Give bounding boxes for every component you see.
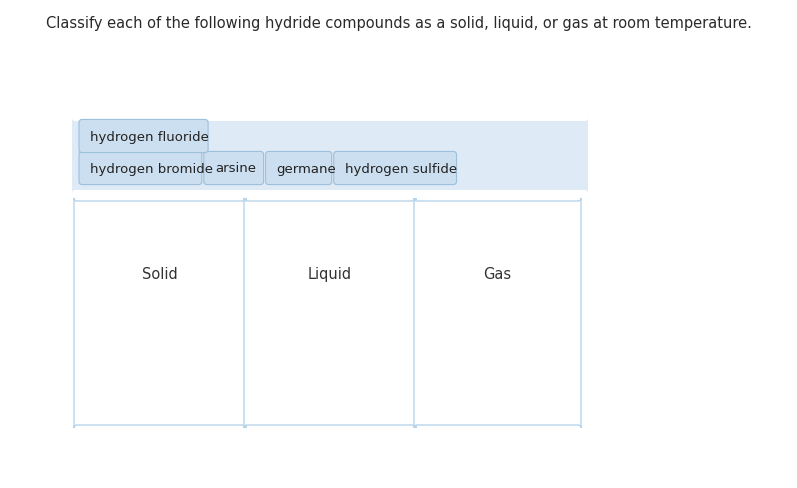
Text: hydrogen fluoride: hydrogen fluoride [90,130,209,143]
Text: Classify each of the following hydride compounds as a solid, liquid, or gas at r: Classify each of the following hydride c… [45,16,752,31]
Text: arsine: arsine [215,162,256,175]
FancyBboxPatch shape [79,120,208,153]
FancyBboxPatch shape [74,199,246,428]
FancyBboxPatch shape [72,119,588,194]
Text: Solid: Solid [142,266,178,282]
Text: Liquid: Liquid [308,266,352,282]
Text: Gas: Gas [484,266,512,282]
FancyBboxPatch shape [79,152,202,185]
FancyBboxPatch shape [414,199,581,428]
FancyBboxPatch shape [334,152,457,185]
FancyBboxPatch shape [204,152,264,185]
Text: hydrogen bromide: hydrogen bromide [90,162,213,175]
FancyBboxPatch shape [265,152,332,185]
FancyBboxPatch shape [244,199,416,428]
Text: germane: germane [277,162,336,175]
Text: hydrogen sulfide: hydrogen sulfide [344,162,457,175]
